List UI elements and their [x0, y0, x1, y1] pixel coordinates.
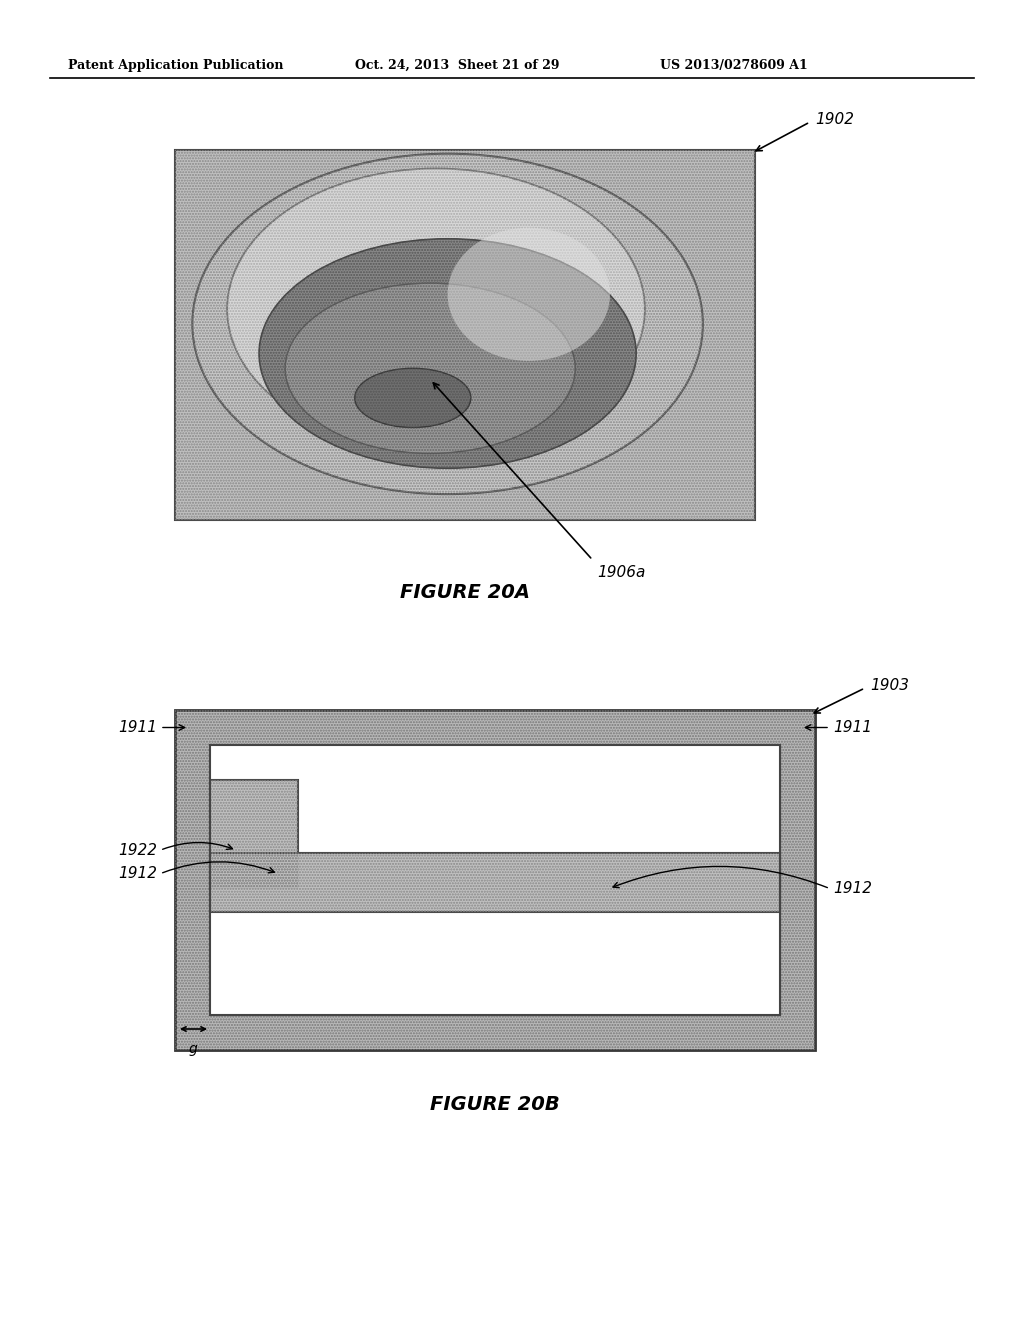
Text: US 2013/0278609 A1: US 2013/0278609 A1	[660, 58, 808, 71]
Text: Patent Application Publication: Patent Application Publication	[68, 58, 284, 71]
Text: Oct. 24, 2013  Sheet 21 of 29: Oct. 24, 2013 Sheet 21 of 29	[355, 58, 559, 71]
Bar	[210, 912, 780, 1015]
Text: FIGURE 20B: FIGURE 20B	[430, 1096, 560, 1114]
Bar	[175, 150, 755, 520]
Text: FIGURE 20A: FIGURE 20A	[400, 582, 530, 602]
Ellipse shape	[286, 284, 575, 453]
Text: 1912: 1912	[833, 882, 872, 896]
Ellipse shape	[354, 368, 471, 428]
Text: g: g	[188, 1041, 197, 1056]
Text: 1906a: 1906a	[598, 565, 646, 579]
Ellipse shape	[259, 239, 636, 469]
Ellipse shape	[227, 169, 645, 450]
Bar	[210, 780, 298, 888]
Bar	[210, 744, 780, 1015]
Bar	[210, 744, 780, 1015]
Bar	[175, 710, 815, 1049]
Bar	[175, 150, 755, 520]
Bar	[210, 744, 780, 853]
Bar	[210, 780, 298, 888]
Text: 1902: 1902	[815, 112, 854, 128]
Bar	[175, 710, 815, 1049]
Bar	[210, 744, 780, 1015]
Text: 1912: 1912	[118, 866, 157, 882]
Bar	[210, 853, 780, 912]
Text: 1911: 1911	[118, 719, 157, 735]
Text: 1903: 1903	[870, 678, 909, 693]
Text: 1911: 1911	[833, 719, 872, 735]
Bar	[210, 853, 780, 912]
Text: 1922: 1922	[118, 842, 157, 858]
Ellipse shape	[193, 153, 702, 494]
Ellipse shape	[447, 227, 610, 360]
